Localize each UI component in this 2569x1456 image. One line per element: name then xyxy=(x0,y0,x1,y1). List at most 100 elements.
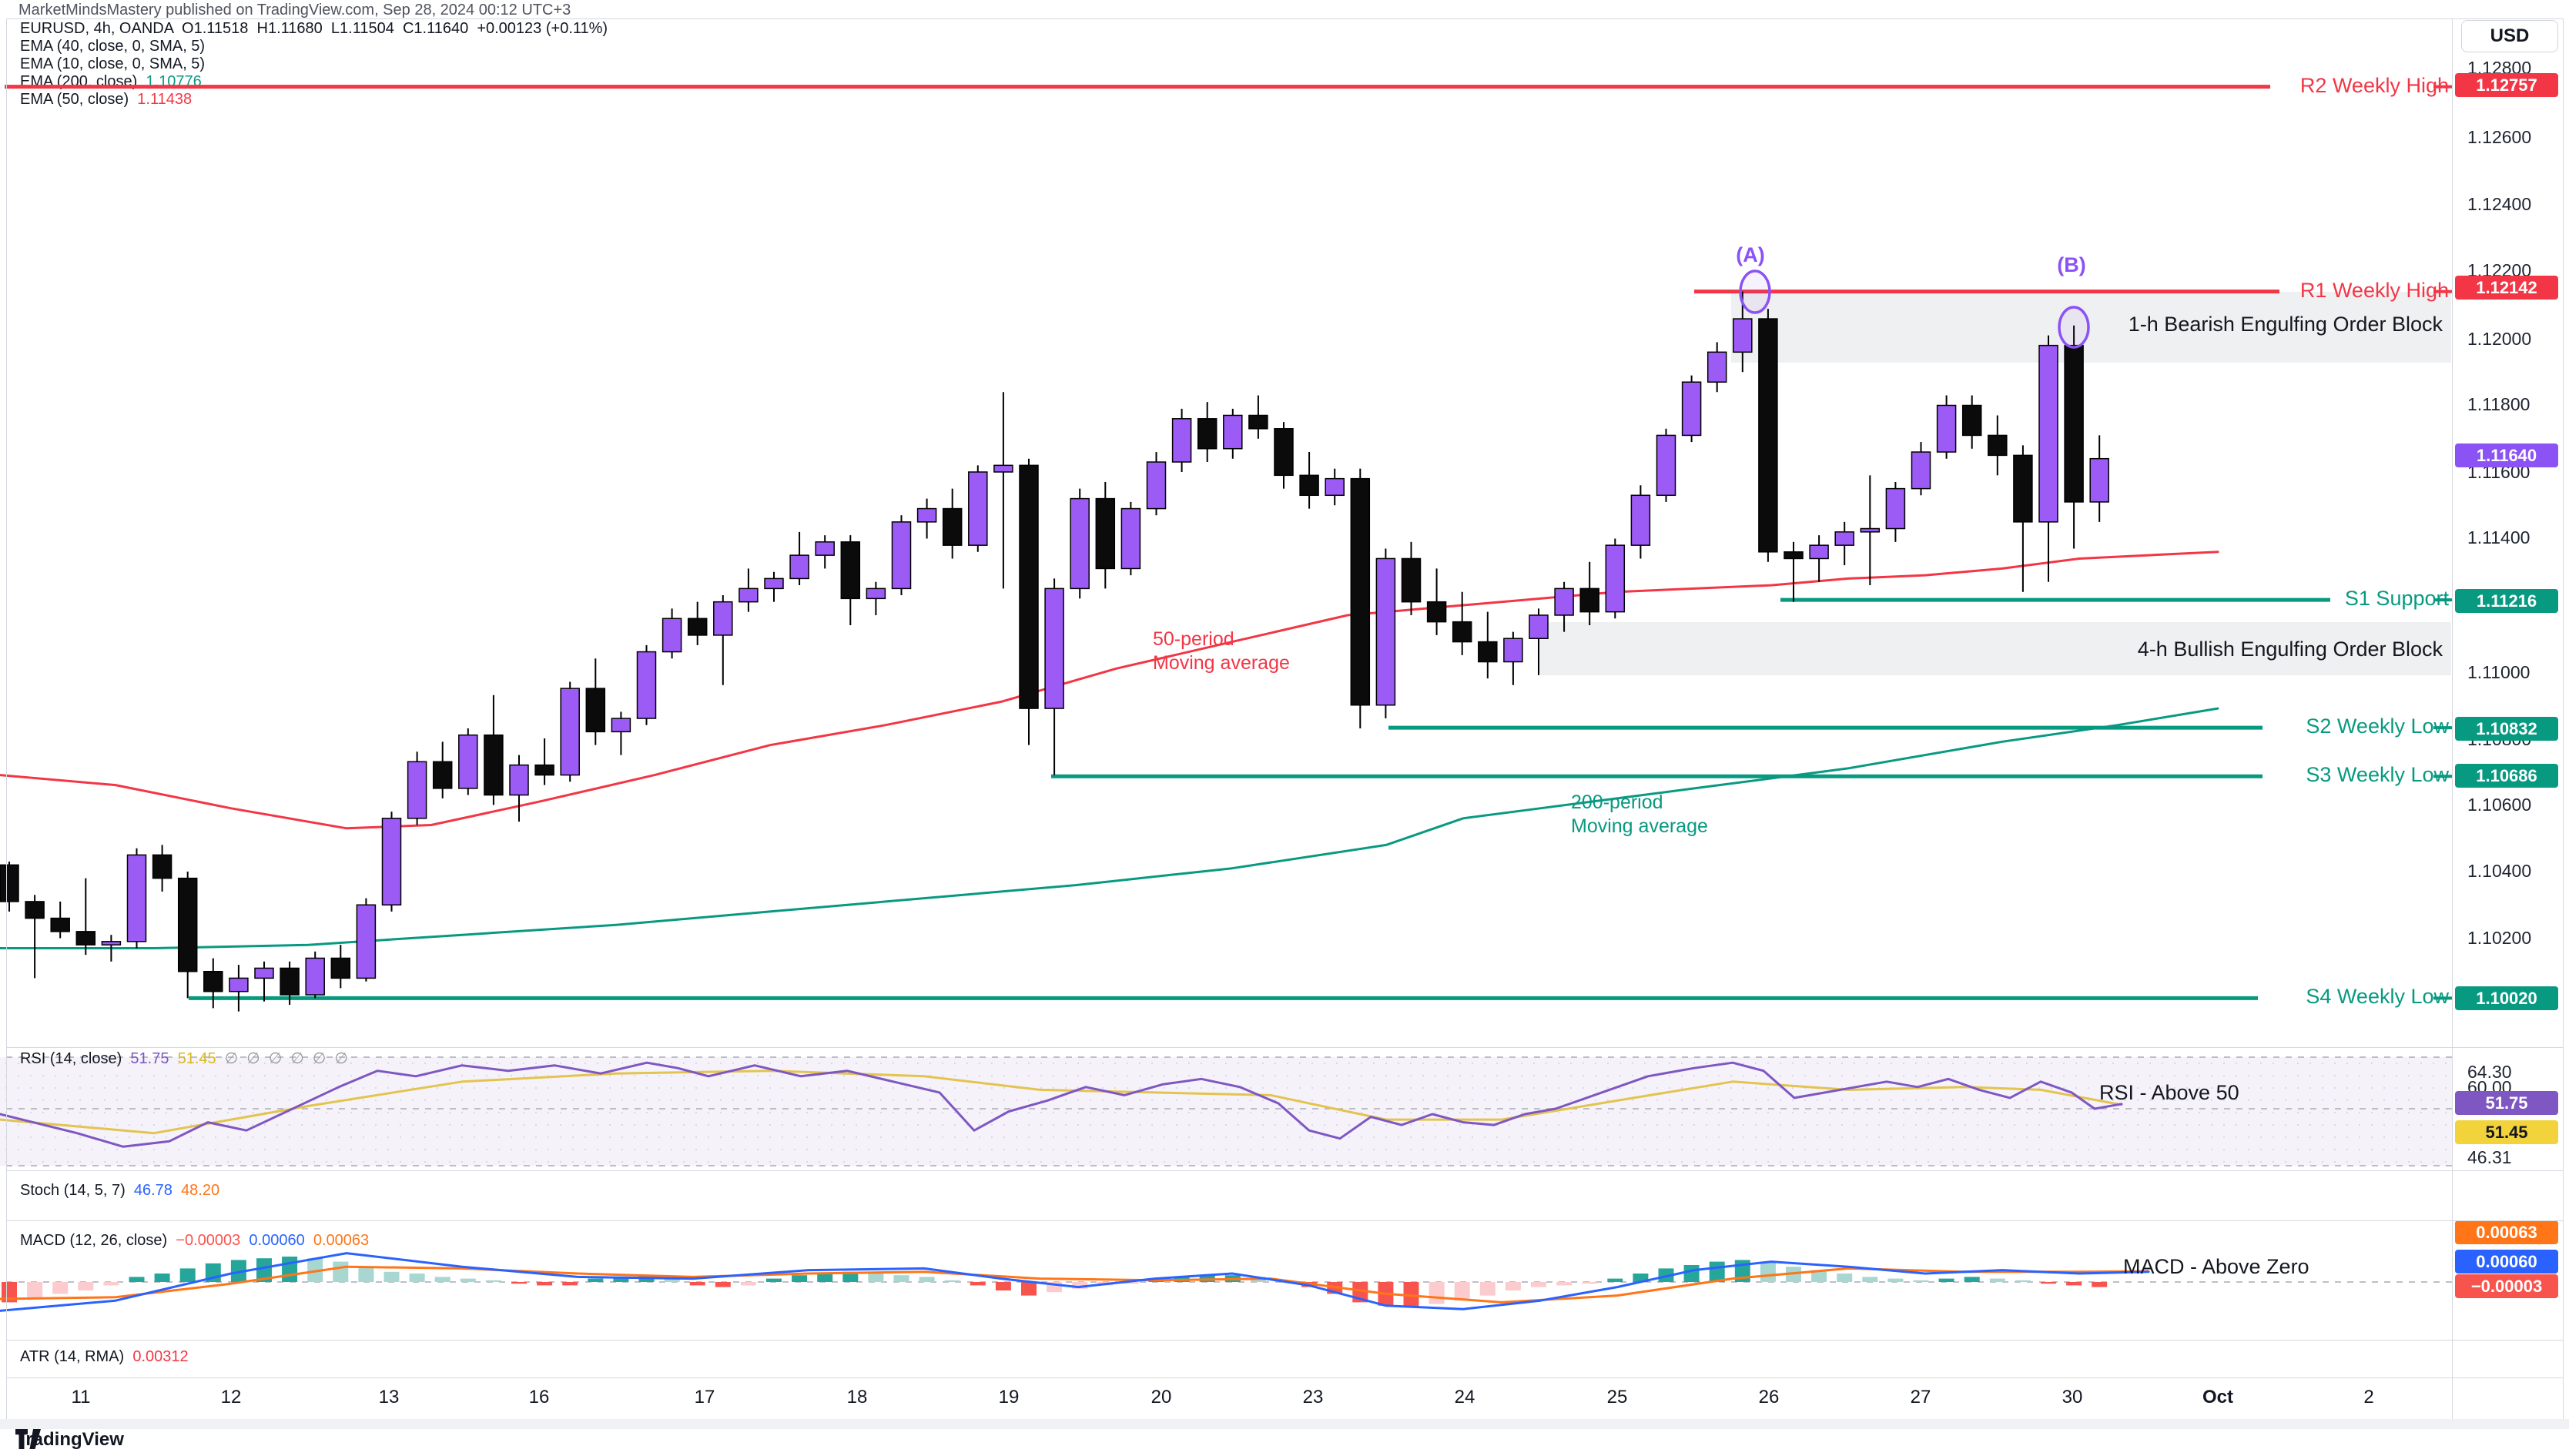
candle[interactable] xyxy=(1707,342,1727,393)
candle[interactable] xyxy=(1120,501,1141,576)
time-axis-label-17[interactable]: 17 xyxy=(694,1387,715,1407)
candle[interactable] xyxy=(968,465,988,552)
candle[interactable] xyxy=(509,755,529,822)
candle[interactable] xyxy=(2038,335,2058,582)
time-axis-label-12[interactable]: 12 xyxy=(220,1387,242,1407)
candle[interactable] xyxy=(0,862,19,912)
y-axis-tick-46.31[interactable]: 46.31 xyxy=(2467,1147,2512,1167)
candle[interactable] xyxy=(1733,291,1753,373)
candle[interactable] xyxy=(1044,578,1064,775)
candle[interactable] xyxy=(636,644,657,725)
candle[interactable] xyxy=(1988,415,2008,476)
candle[interactable] xyxy=(1860,475,1881,586)
candle[interactable] xyxy=(2064,325,2084,549)
time-axis-label-16[interactable]: 16 xyxy=(528,1387,550,1407)
y-axis-tick-64.30[interactable]: 64.30 xyxy=(2467,1062,2512,1082)
candle[interactable] xyxy=(1936,395,1957,459)
candle[interactable] xyxy=(789,531,809,586)
time-axis-label-24[interactable]: 24 xyxy=(1454,1387,1475,1407)
candle[interactable] xyxy=(1452,591,1472,655)
legend-row-1[interactable]: EMA (40, close, 0, SMA, 5) xyxy=(20,38,206,55)
candle[interactable] xyxy=(993,392,1013,589)
pane-separator-macd[interactable] xyxy=(6,1220,2564,1221)
candle[interactable] xyxy=(1885,481,1906,542)
time-axis-label-25[interactable]: 25 xyxy=(1606,1387,1628,1407)
candle[interactable] xyxy=(840,535,861,625)
time-axis-label-27[interactable]: 27 xyxy=(1910,1387,1931,1407)
candle[interactable] xyxy=(2013,445,2033,592)
tradingview-logo[interactable]: TradingView xyxy=(15,1429,124,1451)
candle[interactable] xyxy=(1299,452,1319,509)
candle[interactable] xyxy=(50,901,70,939)
rsi-legend[interactable]: RSI (14, close) 51.75 51.45 ∅ ∅ ∅ ∅ ∅ ∅ xyxy=(20,1049,348,1068)
candle[interactable] xyxy=(739,568,759,612)
candle[interactable] xyxy=(25,895,45,979)
time-axis-label-30[interactable]: 30 xyxy=(2062,1387,2083,1407)
symbol-ohlc-line[interactable]: EURUSD, 4h, OANDA O1.11518 H1.11680 L1.1… xyxy=(20,20,608,37)
candle[interactable] xyxy=(1529,608,1549,675)
candle[interactable] xyxy=(126,848,147,949)
y-axis-tick-1.11400[interactable]: 1.11400 xyxy=(2467,527,2530,547)
candle[interactable] xyxy=(585,658,606,745)
candle[interactable] xyxy=(1350,468,1371,729)
time-axis-label-20[interactable]: 20 xyxy=(1151,1387,1172,1407)
candle[interactable] xyxy=(1223,408,1243,459)
time-axis-label-18[interactable]: 18 xyxy=(846,1387,868,1407)
candle[interactable] xyxy=(177,872,198,999)
candle[interactable] xyxy=(1809,535,1829,582)
time-axis-label-2[interactable]: 2 xyxy=(2363,1387,2374,1407)
candle[interactable] xyxy=(330,945,351,989)
candle[interactable] xyxy=(534,738,554,785)
candle[interactable] xyxy=(942,488,963,559)
legend-row-2[interactable]: EMA (10, close, 0, SMA, 5) xyxy=(20,55,206,72)
candle[interactable] xyxy=(764,571,784,602)
pane-separator-stoch[interactable] xyxy=(6,1170,2564,1171)
candle[interactable] xyxy=(1834,521,1854,566)
candle[interactable] xyxy=(1554,581,1574,632)
price-axis-separator[interactable] xyxy=(2452,18,2453,1419)
y-axis-tick-1.10600[interactable]: 1.10600 xyxy=(2467,795,2532,815)
candle[interactable] xyxy=(254,961,274,1002)
candle[interactable] xyxy=(484,695,504,805)
candle[interactable] xyxy=(1784,541,1804,602)
time-axis-label-23[interactable]: 23 xyxy=(1302,1387,1324,1407)
time-axis-label-19[interactable]: 19 xyxy=(998,1387,1020,1407)
candle[interactable] xyxy=(662,608,682,659)
candle[interactable] xyxy=(152,845,172,892)
candle[interactable] xyxy=(381,812,402,912)
candle[interactable] xyxy=(1375,548,1396,719)
time-axis-label-13[interactable]: 13 xyxy=(378,1387,400,1407)
atr-legend[interactable]: ATR (14, RMA) 0.00312 xyxy=(20,1348,189,1366)
legend-row-4[interactable]: EMA (50, close) 1.11438 xyxy=(20,91,193,108)
candle[interactable] xyxy=(1019,458,1039,745)
macd-legend[interactable]: MACD (12, 26, close) −0.00003 0.00060 0.… xyxy=(20,1232,369,1250)
time-axis-label-26[interactable]: 26 xyxy=(1758,1387,1780,1407)
y-axis-tick-1.10200[interactable]: 1.10200 xyxy=(2467,928,2532,948)
y-axis-tick-1.11800[interactable]: 1.11800 xyxy=(2467,394,2530,414)
candle[interactable] xyxy=(1070,488,1090,599)
candle[interactable] xyxy=(611,711,631,755)
candle[interactable] xyxy=(280,961,300,1005)
candle[interactable] xyxy=(356,898,377,982)
candle[interactable] xyxy=(1401,541,1422,615)
y-axis-tick-1.12000[interactable]: 1.12000 xyxy=(2467,329,2532,349)
time-axis-label-Oct[interactable]: Oct xyxy=(2202,1387,2234,1407)
candle[interactable] xyxy=(1197,402,1218,463)
candle[interactable] xyxy=(1656,428,1676,502)
candle[interactable] xyxy=(916,498,937,539)
candle[interactable] xyxy=(1325,468,1345,506)
candle[interactable] xyxy=(1426,568,1447,635)
candle[interactable] xyxy=(432,741,453,798)
time-axis-label-11[interactable]: 11 xyxy=(71,1387,91,1407)
candle[interactable] xyxy=(75,878,96,956)
candle[interactable] xyxy=(1478,611,1498,679)
candle[interactable] xyxy=(687,601,708,645)
y-axis-tick-1.12400[interactable]: 1.12400 xyxy=(2467,194,2532,214)
candle[interactable] xyxy=(1681,375,1702,443)
stoch-legend[interactable]: Stoch (14, 5, 7) 46.78 48.20 xyxy=(20,1182,219,1200)
candle[interactable] xyxy=(891,515,912,596)
candle[interactable] xyxy=(713,595,733,685)
candle[interactable] xyxy=(458,728,478,795)
candle[interactable] xyxy=(1095,481,1116,589)
